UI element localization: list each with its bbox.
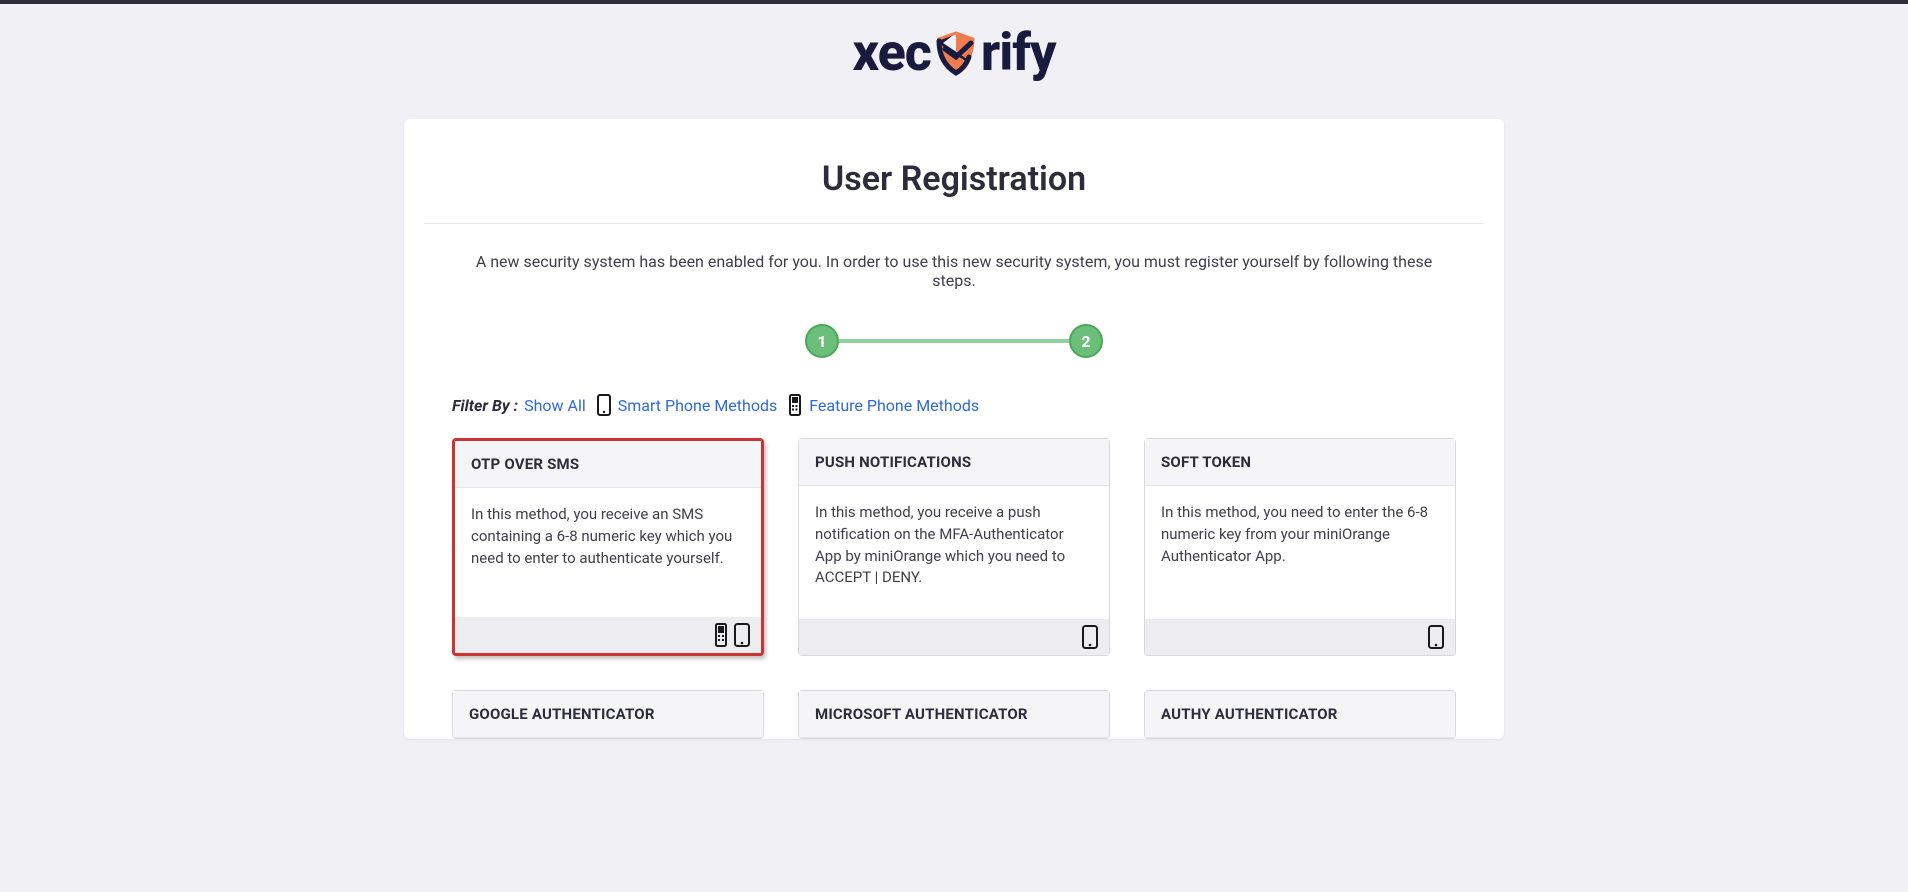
page-wrapper: xec rify User Registration A new securit… [0, 4, 1908, 739]
step-1: 1 [805, 324, 839, 358]
method-soft-token[interactable]: SOFT TOKEN In this method, you need to e… [1144, 438, 1456, 656]
smartphone-icon [1427, 625, 1445, 649]
progress-stepper: 1 2 [424, 324, 1484, 358]
registration-card: User Registration A new security system … [404, 119, 1504, 739]
methods-grid: OTP OVER SMS In this method, you receive… [424, 438, 1484, 739]
method-title: PUSH NOTIFICATIONS [799, 439, 1109, 486]
page-description: A new security system has been enabled f… [424, 252, 1484, 290]
method-title: AUTHY AUTHENTICATOR [1145, 691, 1455, 738]
method-authy-authenticator[interactable]: AUTHY AUTHENTICATOR [1144, 690, 1456, 739]
method-description: In this method, you receive an SMS conta… [455, 488, 761, 617]
method-description: In this method, you need to enter the 6-… [1145, 486, 1455, 619]
brand-text-left: xec [852, 22, 930, 83]
step-connector [839, 339, 1069, 343]
method-otp-sms[interactable]: OTP OVER SMS In this method, you receive… [452, 438, 764, 656]
method-footer [1145, 619, 1455, 655]
shield-icon [931, 29, 981, 77]
method-title: GOOGLE AUTHENTICATOR [453, 691, 763, 738]
featurephone-icon [713, 623, 729, 647]
method-title: MICROSOFT AUTHENTICATOR [799, 691, 1109, 738]
method-description: In this method, you receive a push notif… [799, 486, 1109, 619]
brand-text-right: rify [981, 22, 1056, 83]
featurephone-icon [787, 394, 803, 416]
method-google-authenticator[interactable]: GOOGLE AUTHENTICATOR [452, 690, 764, 739]
method-title: SOFT TOKEN [1145, 439, 1455, 486]
smartphone-icon [596, 394, 612, 416]
smartphone-icon [733, 623, 751, 647]
method-title: OTP OVER SMS [455, 441, 761, 488]
filter-label: Filter By : [452, 396, 518, 415]
brand-logo: xec rify [852, 22, 1055, 83]
method-push-notifications[interactable]: PUSH NOTIFICATIONS In this method, you r… [798, 438, 1110, 656]
filter-row: Filter By : Show All Smart Phone Methods [424, 394, 1484, 416]
method-microsoft-authenticator[interactable]: MICROSOFT AUTHENTICATOR [798, 690, 1110, 739]
page-title: User Registration [424, 159, 1484, 224]
step-2: 2 [1069, 324, 1103, 358]
filter-smart-phone[interactable]: Smart Phone Methods [618, 396, 777, 415]
method-footer [799, 619, 1109, 655]
smartphone-icon [1081, 625, 1099, 649]
method-footer [455, 617, 761, 653]
filter-show-all[interactable]: Show All [524, 396, 586, 415]
filter-feature-phone[interactable]: Feature Phone Methods [809, 396, 979, 415]
